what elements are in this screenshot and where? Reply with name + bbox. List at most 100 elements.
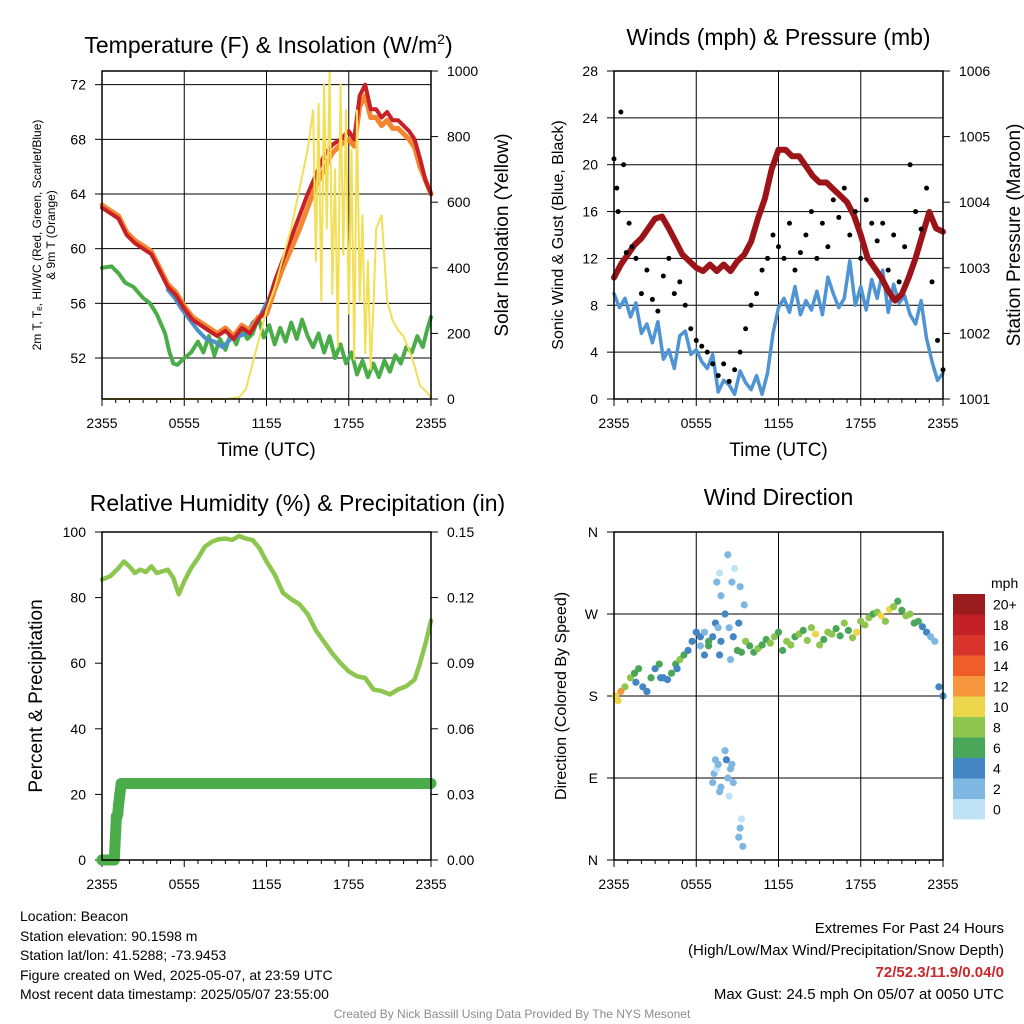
gust-point	[847, 232, 853, 238]
direction-point	[688, 637, 696, 645]
y-tick-label: 52	[70, 350, 86, 366]
gust-point	[655, 308, 661, 314]
chart-title: Relative Humidity (%) & Precipitation (i…	[90, 490, 505, 516]
direction-point	[890, 603, 898, 611]
x-tick-label: 2355	[927, 876, 958, 892]
direction-point	[935, 683, 943, 691]
direction-point	[632, 678, 640, 686]
legend-swatch	[953, 799, 985, 820]
y2-tick-label: 1003	[959, 260, 990, 276]
y-tick-label: 72	[70, 77, 86, 93]
x-tick-label: 2355	[415, 876, 446, 892]
direction-point	[853, 628, 861, 636]
direction-point	[746, 642, 754, 650]
direction-point	[722, 756, 731, 764]
legend-label: 4	[993, 760, 1001, 776]
precip-point	[123, 777, 135, 789]
gust-point	[935, 337, 941, 343]
x-tick-label: 0555	[169, 415, 200, 431]
legend-label: 20+	[993, 596, 1017, 612]
x-tick-label: 1155	[763, 415, 793, 431]
gust-point	[754, 291, 760, 297]
legend-label: 10	[993, 699, 1009, 715]
legend-swatch	[953, 778, 985, 799]
precip-line	[96, 778, 437, 866]
gust-point	[615, 209, 621, 215]
y2-tick-label: 0.03	[447, 786, 474, 802]
x-tick-label: 1755	[845, 876, 876, 892]
legend-title: mph	[991, 575, 1018, 591]
gust-point	[721, 361, 727, 367]
chart-title: Temperature (F) & Insolation (W/m2)	[84, 31, 452, 58]
x-tick-label: 1155	[251, 415, 281, 431]
gust-point	[682, 302, 688, 308]
wind-line	[612, 259, 945, 397]
y2-tick-label: 1000	[447, 63, 478, 79]
direction-point	[931, 637, 939, 645]
y2-tick-label: 800	[447, 129, 471, 145]
gust-point	[885, 267, 891, 273]
gust-point	[770, 232, 776, 238]
y2-axis-label: Solar Insolation (Yellow)	[492, 133, 513, 336]
gust-point	[896, 279, 902, 285]
direction-point	[779, 646, 787, 655]
direction-point	[894, 597, 902, 605]
direction-point	[737, 648, 746, 656]
chart-title: Wind Direction	[704, 484, 854, 510]
precip-point	[112, 799, 124, 811]
legend-swatch	[953, 758, 985, 779]
y2-tick-label: 400	[447, 260, 471, 276]
plot-frame	[101, 70, 432, 400]
y-axis-label: Percent & Precipitation	[26, 599, 47, 792]
credit-line: Created By Nick Bassill Using Data Provi…	[333, 1007, 691, 1021]
x-tick-label: 2355	[598, 876, 629, 892]
direction-point	[715, 569, 724, 577]
direction-point	[736, 583, 744, 591]
direction-point	[906, 610, 914, 618]
t2m-line	[100, 82, 433, 341]
direction-point	[721, 747, 729, 755]
y-tick-label: 100	[63, 524, 87, 540]
gust-point	[808, 209, 814, 215]
legend-swatch	[953, 737, 985, 758]
direction-point	[740, 601, 748, 609]
gust-point	[819, 220, 825, 226]
direction-point	[704, 642, 713, 650]
y-tick-label: 20	[70, 786, 86, 802]
y-axis-label: & 9m T (Orange)	[44, 190, 58, 280]
direction-point	[726, 655, 735, 664]
gust-point	[765, 255, 771, 261]
y2-tick-label: 0.06	[447, 721, 474, 737]
direction-point	[717, 637, 725, 645]
y-tick-label: 60	[70, 655, 86, 671]
x-tick-label: 2355	[86, 415, 117, 431]
y-tick-label: 0	[590, 391, 598, 407]
gust-point	[649, 296, 655, 302]
direction-point	[787, 641, 795, 649]
direction-point	[721, 610, 729, 618]
direction-point	[725, 624, 733, 632]
gust-point	[715, 373, 721, 379]
direction-point	[655, 660, 663, 668]
y2-tick-label: 1005	[959, 129, 990, 145]
direction-point	[836, 632, 844, 640]
gust-point	[929, 279, 935, 285]
gust-point	[792, 267, 798, 273]
direction-point	[848, 634, 857, 642]
gust-point	[776, 244, 781, 250]
direction-point	[898, 606, 906, 614]
direction-point	[807, 624, 816, 632]
direction-point	[717, 783, 725, 791]
y2-tick-label: 0.00	[447, 852, 474, 868]
direction-point	[724, 774, 732, 782]
y-tick-label: 68	[70, 131, 86, 147]
y2-tick-label: 1002	[959, 325, 990, 341]
gust-point	[699, 343, 705, 349]
direction-point	[861, 621, 869, 629]
y-tick-label: S	[589, 688, 598, 704]
y-tick-label: 60	[70, 241, 86, 257]
gust-point	[863, 197, 869, 203]
gust-point	[924, 185, 930, 191]
direction-point	[714, 760, 722, 768]
